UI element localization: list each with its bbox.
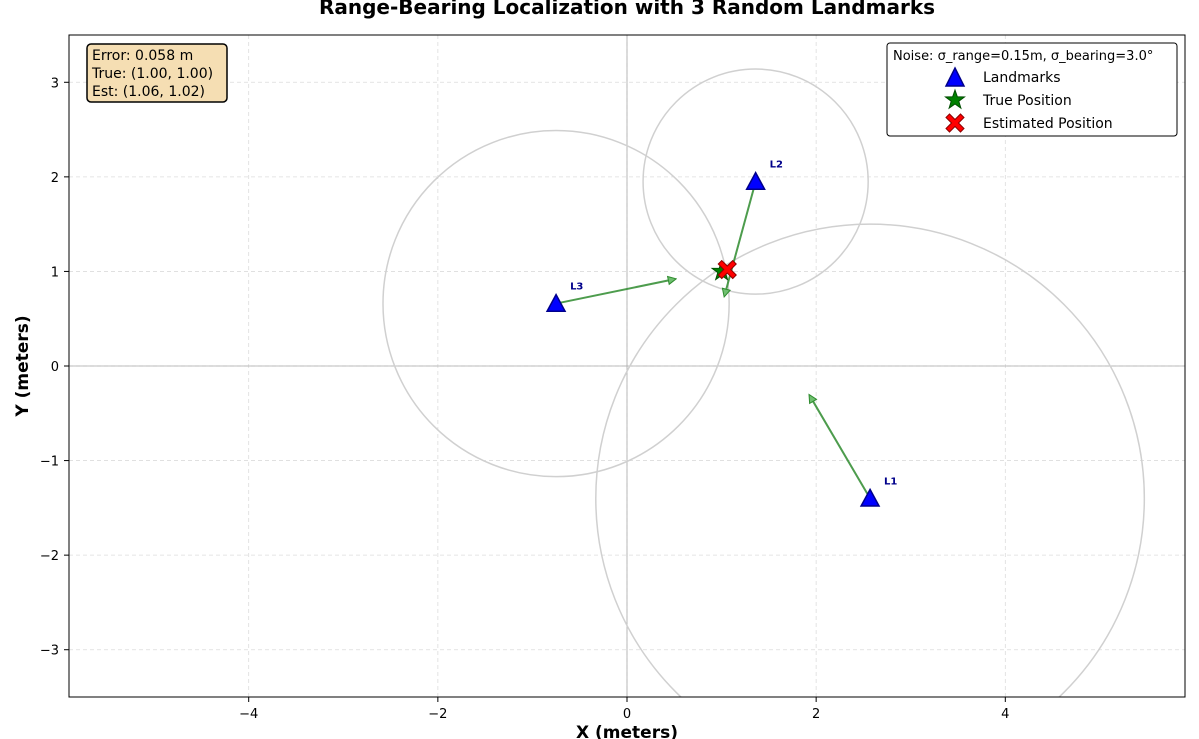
- bearing-arrow-l1: [810, 395, 871, 499]
- range-circles: [382, 68, 1145, 697]
- legend: Noise: σ_range=0.15m, σ_bearing=3.0° Lan…: [886, 42, 1178, 137]
- info-box-background: [86, 43, 228, 103]
- y-tick-label: −3: [40, 644, 59, 659]
- info-line-est: Est: (1.06, 1.02): [92, 84, 205, 100]
- bearing-arrows: [555, 181, 871, 499]
- bearing-arrow-l2: [724, 181, 757, 296]
- points: L1 L2 L3: [545, 160, 897, 507]
- chart-title: Range-Bearing Localization with 3 Random…: [319, 0, 935, 19]
- y-ticks: −3 −2 −1 0 1 2 3: [40, 76, 69, 659]
- legend-entry-estimated-position: Estimated Position: [945, 113, 1113, 133]
- legend-frame: [886, 42, 1178, 137]
- info-line-error: Error: 0.058 m: [92, 48, 193, 64]
- range-circle-l2: [642, 68, 869, 295]
- landmark-label-l1: L1: [884, 476, 897, 487]
- estimated-position-marker: [717, 259, 737, 280]
- y-tick-label: −2: [40, 549, 59, 564]
- x-tick-label: 4: [1001, 707, 1009, 722]
- legend-label-landmarks: Landmarks: [983, 70, 1061, 86]
- x-tick-label: −2: [428, 707, 447, 722]
- x-tick-label: −4: [239, 707, 258, 722]
- landmark-marker-l1: [859, 487, 881, 507]
- y-tick-label: −1: [40, 455, 59, 470]
- landmark-label-l2: L2: [770, 160, 783, 171]
- legend-title: Noise: σ_range=0.15m, σ_bearing=3.0°: [893, 49, 1153, 64]
- info-line-true: True: (1.00, 1.00): [91, 66, 213, 82]
- landmark-marker-l2: [745, 171, 766, 190]
- x-marker-icon: [945, 113, 965, 133]
- legend-label-true-position: True Position: [982, 93, 1072, 109]
- x-ticks: −4 −2 0 2 4: [239, 697, 1009, 722]
- x-tick-label: 2: [812, 707, 820, 722]
- y-tick-label: 0: [51, 360, 59, 375]
- bearing-arrow-l3: [555, 279, 675, 305]
- y-tick-label: 3: [51, 76, 59, 91]
- triangle-marker-icon: [944, 66, 966, 87]
- landmark-label-l3: L3: [570, 282, 583, 293]
- legend-entry-landmarks: Landmarks: [944, 66, 1061, 87]
- landmark-marker-l3: [545, 293, 567, 312]
- x-tick-label: 0: [623, 707, 631, 722]
- star-marker-icon: [944, 88, 966, 110]
- range-circle-l3: [382, 129, 730, 478]
- legend-label-estimated-position: Estimated Position: [983, 116, 1113, 132]
- range-circle-l1: [595, 223, 1145, 697]
- y-tick-label: 1: [51, 265, 59, 280]
- error-info-box: Error: 0.058 m True: (1.00, 1.00) Est: (…: [86, 43, 228, 103]
- y-axis-label: Y (meters): [13, 315, 33, 417]
- y-tick-label: 2: [51, 171, 59, 186]
- legend-entry-true-position: True Position: [944, 88, 1072, 110]
- x-axis-label: X (meters): [576, 723, 678, 739]
